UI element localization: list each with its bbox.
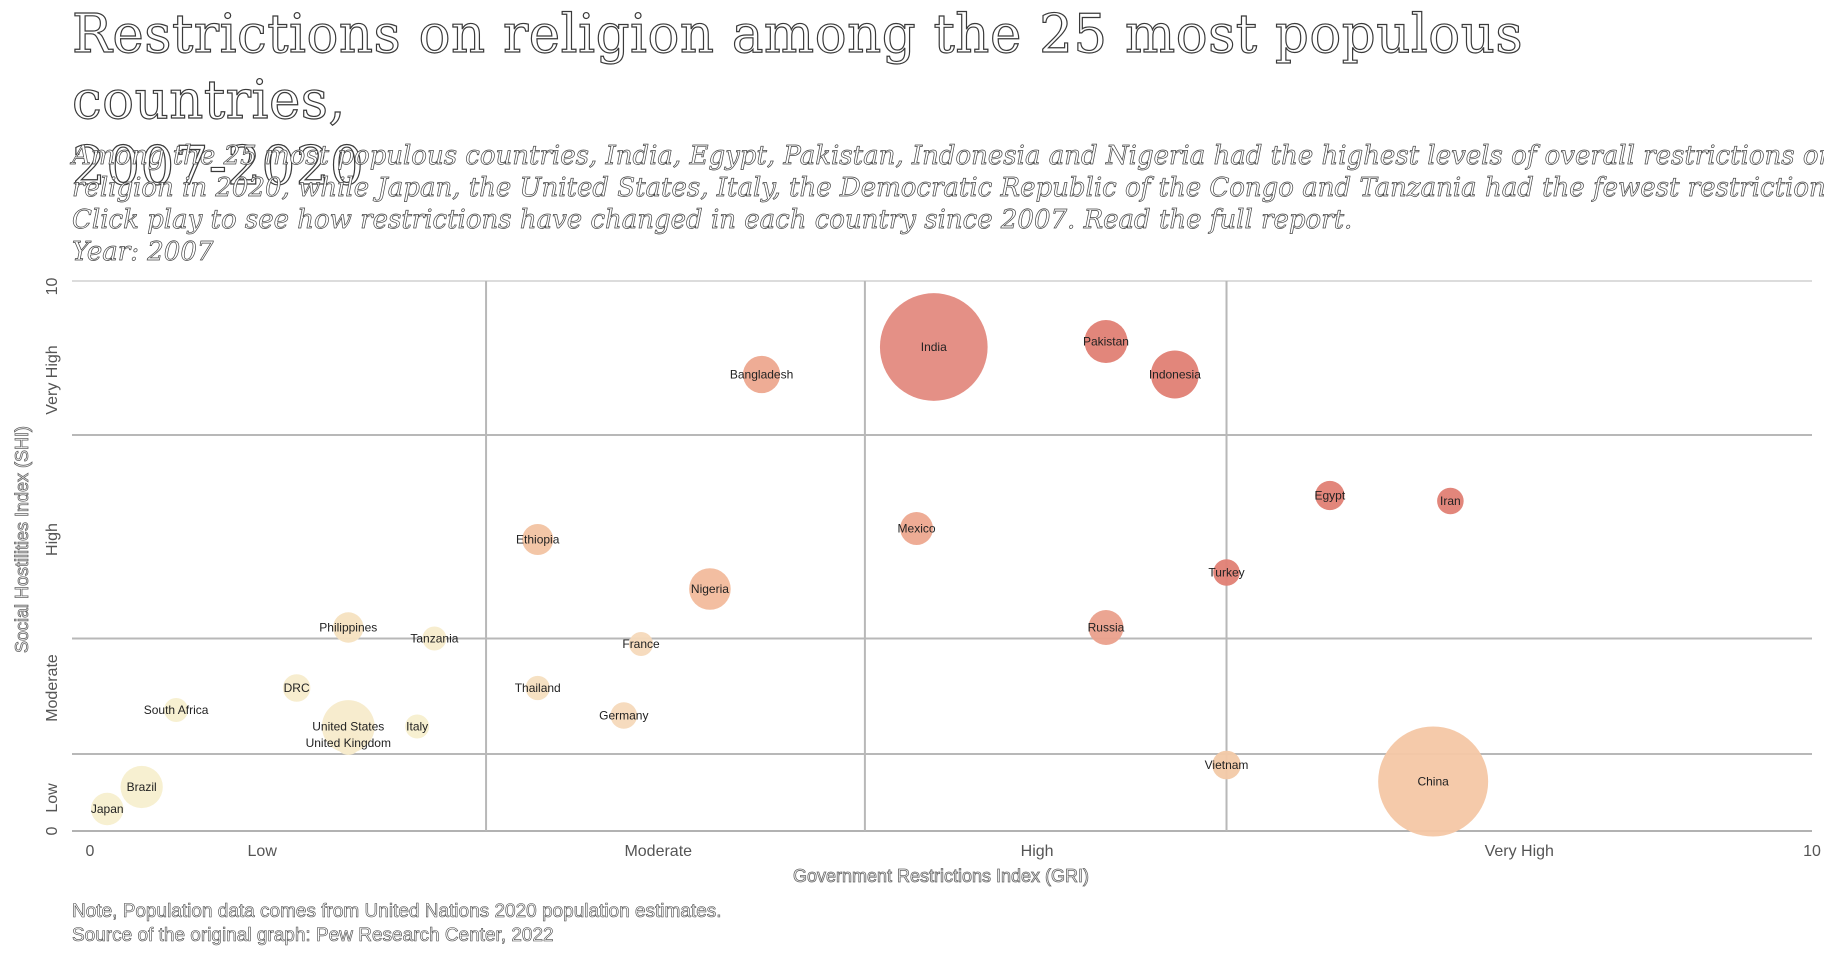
bubble-label: DRC [284,681,310,695]
bubble-thailand [525,675,550,701]
bubble-label: Iran [1440,494,1461,508]
bubble-drc [282,674,311,702]
bubble-label: France [622,637,660,651]
bubble-united-states [321,700,375,753]
bubble-label: Brazil [127,780,157,794]
bubble-label: Pakistan [1083,335,1129,349]
footer-notes: Note, Population data comes from United … [72,900,722,948]
x-axis-title: Government Restrictions Index (GRI) [793,866,1089,886]
bubble-iran [1437,487,1464,515]
bubble-label: Germany [599,709,648,723]
bubble-nigeria [689,568,731,610]
subtitle-line-1: Among the 25 most populous countries, In… [72,141,1824,172]
bubble-turkey [1213,559,1240,586]
bubble-label: China [1417,775,1449,789]
y-tick-label: Low [44,783,61,813]
bubble-philippines [333,612,364,643]
y-tick-label: Very High [44,345,61,414]
y-axis-title: Social Hostilities Index (SHI) [12,426,32,653]
bubble-label: Egypt [1314,489,1345,503]
year-label: Year: 2007 [72,237,214,268]
bubble-japan [90,792,124,826]
bubble-tanzania [422,626,447,651]
bubble-india [879,293,988,401]
bubble-label: Russia [1088,621,1125,635]
bubble-label: Japan [91,802,124,816]
bubble-vietnam [1212,750,1241,780]
y-tick-label: Moderate [44,654,61,722]
bubble-indonesia [1150,350,1199,399]
x-tick-label: Very High [1485,843,1554,860]
bubble-label: United States [312,720,384,734]
chart-subtitle: Among the 25 most populous countries, In… [72,140,1824,268]
x-tick-label: Low [248,843,278,860]
bubble-germany [610,702,638,729]
bubble-china [1378,726,1489,837]
bubble-ethiopia [522,523,554,556]
bubble-italy [405,714,430,739]
x-tick-label: 10 [1803,843,1821,860]
bubble-south-africa [164,698,189,722]
bubble-bangladesh [742,355,781,394]
population-note: Note, Population data comes from United … [72,901,722,923]
bubble-label: Thailand [515,681,561,695]
bubble-label: Vietnam [1205,758,1249,772]
bubble-united-kingdom [336,731,361,755]
bubble-label: South Africa [144,703,209,717]
bubble-egypt [1315,480,1345,511]
bubble-label: India [921,340,947,354]
bubble-pakistan [1084,319,1128,364]
source-note: Source of the original graph: Pew Resear… [72,925,554,947]
bubble-label: Ethiopia [516,533,560,547]
y-tick-label: 10 [44,278,61,296]
x-tick-label: High [1021,843,1054,860]
bubble-label: United Kingdom [306,736,391,750]
bubble-russia [1088,609,1124,646]
x-tick-label: Moderate [624,843,692,860]
chart-title: Restrictions on religion among the 25 mo… [71,3,1524,197]
bubble-label: Bangladesh [730,368,793,382]
bubble-label: Philippines [319,621,377,635]
bubble-france [629,632,654,656]
x-tick-label: 0 [86,843,95,860]
bubble-label: Mexico [898,522,936,536]
y-tick-label: 0 [44,826,61,835]
subtitle-line-2: religion in 2020, while Japan, the Unite… [72,173,1824,204]
bubble-label: Nigeria [691,582,729,596]
bubble-label: Indonesia [1149,368,1201,382]
bubble-label: Italy [406,720,428,734]
bubble-label: Tanzania [410,632,458,646]
subtitle-line-3: Click play to see how restrictions have … [72,205,1353,236]
bubble-mexico [900,512,934,545]
y-tick-label: High [44,523,61,556]
bubble-brazil [120,765,163,809]
bubble-label: Turkey [1208,566,1244,580]
